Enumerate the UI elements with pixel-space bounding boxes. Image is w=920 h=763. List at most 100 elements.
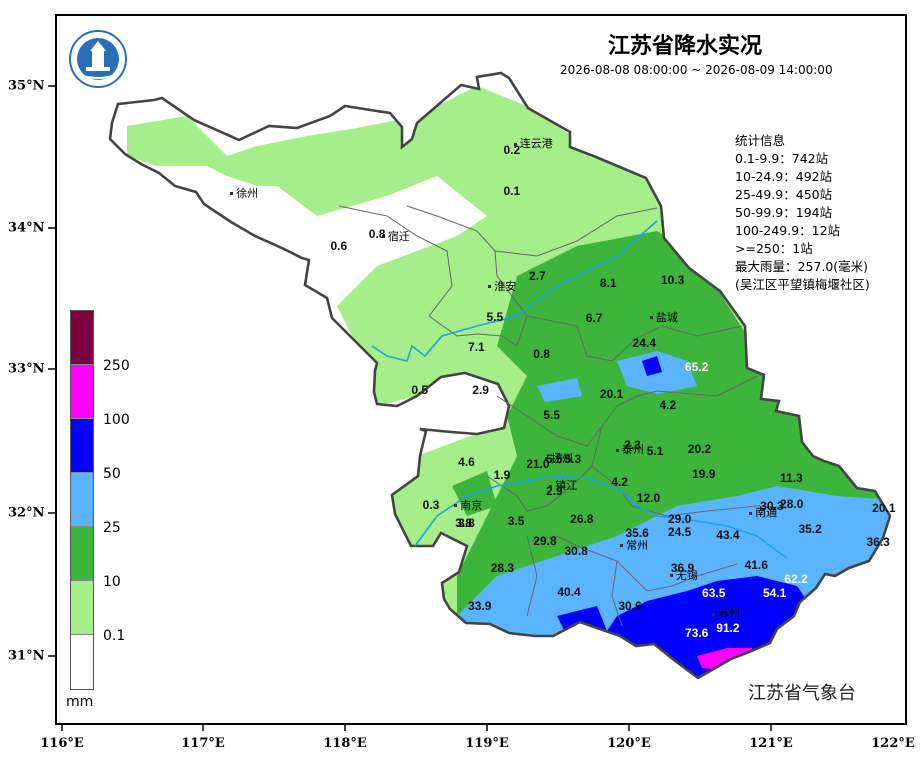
rainfall-value: 26.8 <box>570 512 594 527</box>
rainfall-value: 11.3 <box>780 470 803 485</box>
x-tick-label: 121°E <box>749 736 793 751</box>
rainfall-value: 40.4 <box>557 584 581 599</box>
rainfall-value: 30.3 <box>760 499 784 514</box>
rainfall-value: 0.1 <box>503 184 521 199</box>
rainfall-value: 0.8 <box>533 346 550 361</box>
color-legend <box>70 310 94 690</box>
x-tick-label: 116°E <box>40 736 84 751</box>
city-label: 镇江 <box>549 477 577 493</box>
stats-line: 0.1-9.9：742站 <box>735 151 829 166</box>
rainfall-value: 41.6 <box>744 557 768 572</box>
y-tick-label: 34°N <box>8 220 45 236</box>
x-tick-label: 119°E <box>465 736 509 751</box>
legend-unit: mm <box>66 694 94 710</box>
legend-swatch <box>71 311 93 365</box>
rainfall-value: 4.2 <box>611 475 628 490</box>
legend-label: 10 <box>103 574 121 590</box>
rainfall-value: 54.1 <box>763 586 787 601</box>
rainfall-value: 0.2 <box>503 143 521 158</box>
legend-swatch <box>71 365 93 419</box>
rainfall-value: 63.5 <box>702 586 726 601</box>
city-label: 南京 <box>454 497 482 513</box>
rainfall-value: 65.2 <box>685 359 709 374</box>
y-tick-label: 33°N <box>8 361 45 377</box>
rainfall-value: 4.2 <box>659 398 677 413</box>
stats-line: 100-249.9：12站 <box>735 223 841 238</box>
time-period: 2026-08-08 08:00:00 ~ 2026-08-09 14:00:0… <box>560 63 833 77</box>
rainfall-value: 2.3 <box>624 438 641 453</box>
rainfall-value: 30.6 <box>618 599 642 614</box>
rainfall-value: 12.0 <box>636 490 661 505</box>
city-label: 盐城 <box>650 309 678 325</box>
rainfall-map[interactable] <box>57 16 907 725</box>
map-title: 江苏省降水实况 <box>607 34 762 59</box>
rainfall-value: 91.2 <box>716 620 740 635</box>
rainfall-value: 20.1 <box>872 500 896 515</box>
legend-label: 50 <box>103 466 121 482</box>
rainfall-value: 28.3 <box>490 560 515 575</box>
x-tick-label: 118°E <box>323 736 367 751</box>
rainfall-value: 5.3 <box>564 452 582 467</box>
rainfall-value: 1.9 <box>493 468 511 483</box>
rainfall-value: 29.0 <box>667 512 692 527</box>
rainfall-value: 62.2 <box>784 572 808 587</box>
legend-swatch <box>71 581 93 635</box>
rainfall-value: 21.0 <box>526 456 550 471</box>
rainfall-value: 8.1 <box>599 275 617 290</box>
rainfall-value: 10.3 <box>660 272 685 287</box>
agency-name: 江苏省气象台 <box>748 683 856 704</box>
stats-heading: 统计信息 <box>735 133 786 148</box>
province-boundary <box>108 71 892 680</box>
stats-line: 10-24.9：492站 <box>735 169 833 184</box>
y-tick-label: 31°N <box>8 648 45 664</box>
stats-line: 50-99.9：194站 <box>735 205 833 220</box>
rainfall-value: 5.5 <box>543 408 560 423</box>
stats-line: >=250：1站 <box>735 241 813 256</box>
rainfall-value: 33.9 <box>468 599 492 614</box>
city-label: 徐州 <box>230 185 258 201</box>
city-label: 南通 <box>749 504 777 520</box>
rainfall-value: 0.5 <box>411 382 429 397</box>
stats-line: 25-49.9：450站 <box>735 187 833 202</box>
legend-label: 100 <box>103 412 130 428</box>
rainfall-value: 20.2 <box>687 442 712 457</box>
rainfall-value: 4.6 <box>458 455 475 470</box>
rainfall-value: 43.4 <box>716 527 740 542</box>
city-label: 扬州 <box>545 450 573 466</box>
rainfall-value: 24.5 <box>667 525 692 540</box>
y-tick-label: 32°N <box>8 505 45 521</box>
x-tick-label: 122°E <box>871 736 915 751</box>
rainfall-value: 35.2 <box>798 522 822 537</box>
rainfall-value: 3.8 <box>455 516 472 531</box>
rainfall-value: 3.8 <box>458 516 475 531</box>
city-label: 泰州 <box>616 441 644 457</box>
rainfall-value: 5.5 <box>546 452 563 467</box>
rainfall-value: 5.1 <box>646 443 664 458</box>
city-label: 苏州 <box>712 605 740 621</box>
city-label: 无锡 <box>670 567 698 583</box>
rainfall-value: 2.7 <box>529 268 546 283</box>
rainfall-value: 35.6 <box>625 526 649 541</box>
rainfall-value: 30.8 <box>564 543 588 558</box>
city-label: 常州 <box>620 537 648 553</box>
rainfall-value: 20.1 <box>599 386 624 401</box>
x-tick-label: 117°E <box>181 736 225 751</box>
rainfall-value: 3.5 <box>507 513 525 528</box>
rainfall-value: 0.6 <box>330 238 348 253</box>
rainfall-value: 2.9 <box>546 483 563 498</box>
legend-label: 250 <box>103 358 130 374</box>
city-label: 淮安 <box>488 278 516 294</box>
rainfall-value: 36.3 <box>866 535 890 549</box>
y-tick-label: 35°N <box>8 78 45 94</box>
city-label: 宿迁 <box>382 228 410 244</box>
rainfall-value: 2.9 <box>472 382 489 397</box>
legend-swatch <box>71 419 93 473</box>
legend-label: 0.1 <box>103 628 126 644</box>
rainfall-value: 0.3 <box>422 497 440 512</box>
rainfall-value: 6.7 <box>585 311 603 326</box>
stats-line: (吴江区平望镇梅堰社区) <box>735 277 870 292</box>
map-frame[interactable] <box>55 14 907 725</box>
rainfall-value: 0.8 <box>368 227 386 242</box>
x-tick-label: 120°E <box>607 736 651 751</box>
